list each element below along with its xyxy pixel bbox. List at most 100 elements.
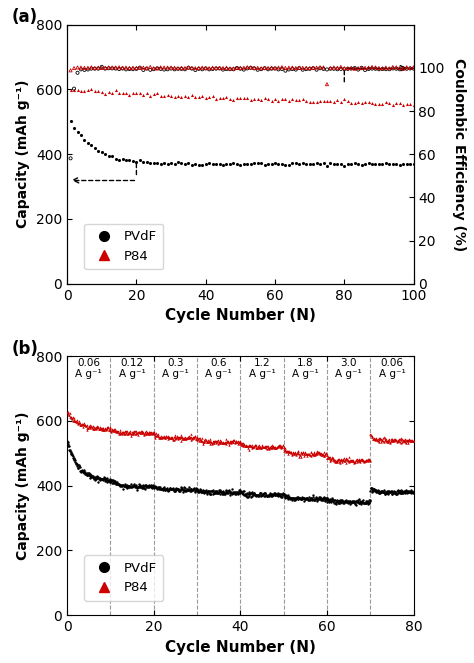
- Point: [292, 448, 300, 459]
- Point: [303, 493, 310, 503]
- Point: [260, 489, 267, 499]
- Point: [102, 475, 110, 486]
- Point: [283, 446, 290, 456]
- Point: [347, 63, 355, 74]
- Point: [119, 428, 127, 438]
- Point: [344, 454, 351, 465]
- Text: 1.2: 1.2: [254, 358, 270, 368]
- Point: [340, 160, 348, 171]
- Point: [338, 497, 346, 507]
- Point: [276, 491, 284, 501]
- Point: [146, 426, 154, 437]
- Point: [322, 493, 330, 504]
- Point: [210, 438, 217, 449]
- Point: [271, 63, 279, 74]
- Point: [354, 495, 361, 506]
- Point: [322, 493, 329, 503]
- Point: [269, 489, 277, 500]
- Point: [256, 442, 264, 452]
- Point: [177, 484, 185, 495]
- Point: [189, 485, 196, 495]
- Point: [227, 437, 234, 448]
- Point: [237, 438, 244, 449]
- Point: [362, 496, 370, 507]
- Point: [165, 484, 173, 495]
- Point: [146, 91, 154, 101]
- Point: [269, 442, 276, 452]
- Point: [385, 434, 392, 444]
- Point: [119, 154, 127, 164]
- Point: [240, 93, 247, 103]
- Point: [321, 495, 328, 505]
- Point: [159, 432, 167, 442]
- Point: [314, 447, 322, 457]
- Point: [268, 489, 275, 499]
- Point: [213, 436, 220, 447]
- Point: [258, 441, 266, 452]
- Point: [150, 89, 157, 99]
- Point: [350, 457, 358, 468]
- Point: [252, 440, 260, 451]
- Point: [295, 446, 302, 457]
- Point: [360, 457, 367, 467]
- Point: [88, 139, 95, 150]
- Point: [194, 435, 201, 446]
- Point: [255, 490, 262, 501]
- Point: [254, 443, 261, 453]
- Point: [194, 485, 201, 495]
- Point: [203, 436, 211, 447]
- Point: [348, 495, 356, 506]
- Point: [122, 64, 130, 75]
- Point: [228, 489, 236, 500]
- Point: [382, 434, 390, 444]
- Point: [368, 62, 376, 72]
- Point: [89, 471, 96, 481]
- Point: [249, 442, 257, 452]
- Point: [149, 479, 157, 490]
- Point: [347, 456, 355, 467]
- Point: [319, 449, 326, 459]
- Point: [310, 448, 318, 459]
- Point: [299, 447, 307, 457]
- Point: [330, 455, 337, 465]
- Point: [282, 489, 290, 500]
- Point: [210, 488, 217, 499]
- Point: [232, 436, 240, 447]
- Point: [399, 434, 406, 445]
- Point: [390, 488, 398, 499]
- Point: [230, 487, 237, 497]
- Point: [299, 62, 307, 73]
- Point: [150, 428, 157, 438]
- Point: [250, 441, 257, 452]
- Point: [299, 93, 307, 104]
- Point: [360, 455, 368, 466]
- Point: [277, 441, 284, 452]
- Point: [184, 432, 192, 442]
- Point: [356, 497, 363, 508]
- Point: [81, 420, 89, 430]
- Point: [64, 436, 71, 447]
- Point: [68, 414, 76, 424]
- Point: [87, 469, 95, 480]
- Point: [189, 485, 197, 495]
- Point: [277, 443, 285, 453]
- Point: [410, 62, 418, 73]
- Point: [162, 431, 169, 442]
- Point: [137, 428, 145, 438]
- Point: [222, 485, 230, 496]
- Point: [126, 154, 133, 165]
- Point: [244, 93, 251, 103]
- Point: [258, 440, 265, 450]
- Point: [226, 437, 234, 448]
- Point: [211, 436, 219, 447]
- Point: [187, 483, 194, 494]
- Point: [263, 441, 271, 452]
- Point: [244, 488, 251, 499]
- Point: [79, 419, 86, 430]
- Point: [410, 100, 418, 111]
- Point: [157, 483, 164, 494]
- Point: [365, 62, 373, 73]
- Text: 0.12: 0.12: [120, 358, 144, 368]
- Point: [339, 496, 347, 507]
- Point: [384, 436, 392, 446]
